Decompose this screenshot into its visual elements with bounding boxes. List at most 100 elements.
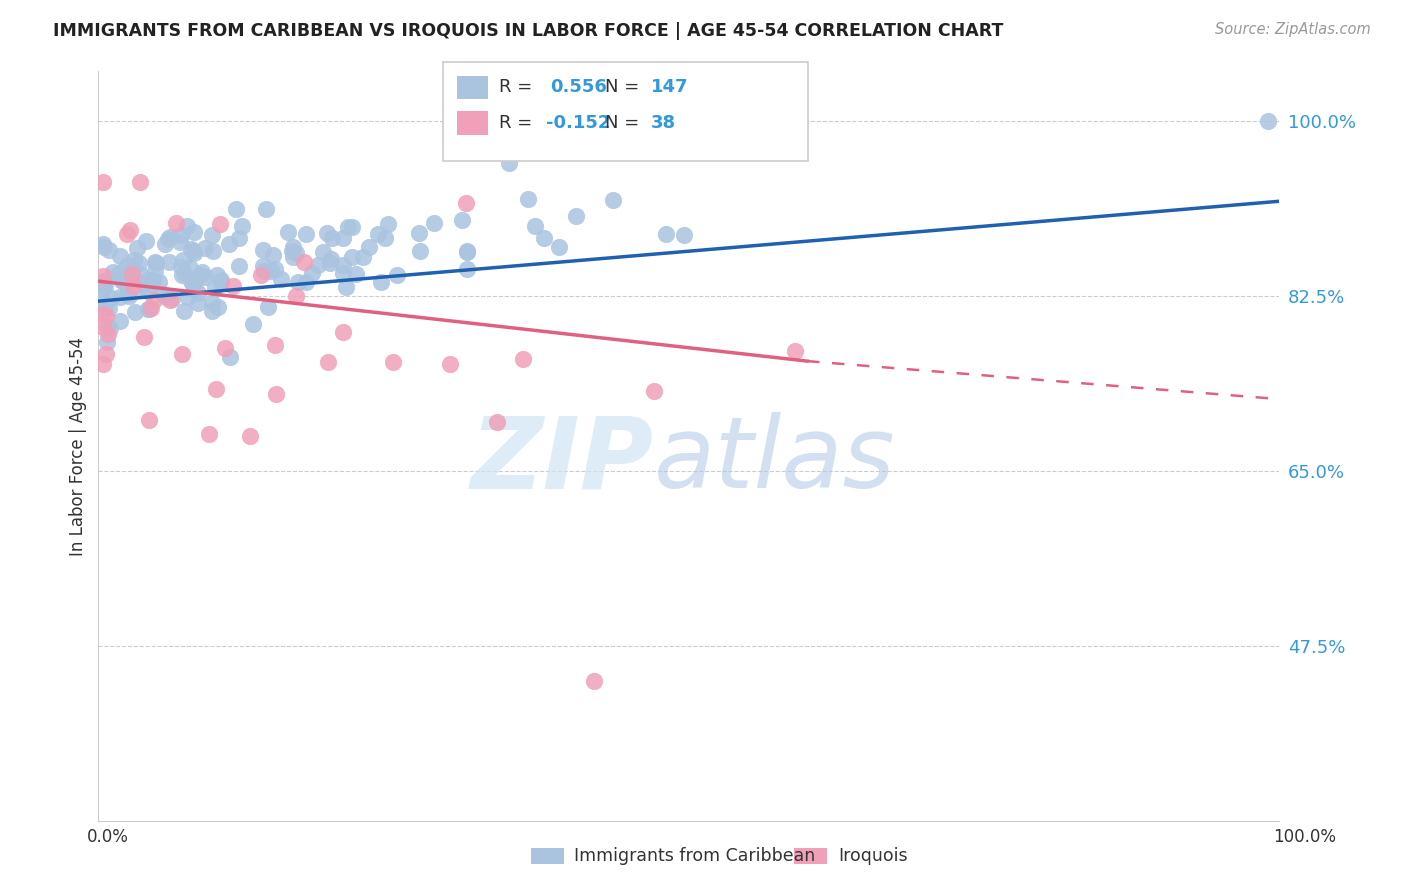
Point (204, 279, 226, 293)
Point (451, 213, 474, 227)
Point (110, 273, 132, 287)
Point (283, 250, 305, 264)
Point (253, 264, 276, 278)
Point (207, 301, 229, 315)
Text: 100.0%: 100.0% (1274, 828, 1336, 846)
Point (115, 287, 138, 301)
Point (643, 384, 665, 398)
Point (264, 387, 287, 401)
Point (152, 286, 174, 301)
Point (408, 226, 430, 240)
Point (602, 194, 624, 208)
Point (169, 235, 191, 250)
Point (228, 260, 250, 274)
Point (209, 275, 232, 289)
Point (344, 267, 367, 281)
Point (257, 300, 280, 314)
Point (108, 266, 131, 280)
Point (377, 217, 399, 231)
Point (352, 250, 374, 264)
Point (115, 278, 138, 293)
Point (159, 230, 181, 244)
Point (97, 301, 120, 316)
Point (128, 283, 150, 297)
Point (121, 267, 143, 281)
Point (160, 293, 183, 307)
Point (512, 351, 534, 366)
Point (533, 231, 555, 245)
Point (187, 286, 209, 301)
Point (524, 219, 547, 233)
Point (409, 244, 432, 258)
Point (208, 217, 231, 231)
Point (187, 296, 209, 310)
Point (748, 145, 770, 159)
Point (135, 234, 157, 248)
Point (91, 236, 114, 251)
Point (170, 260, 193, 274)
Point (583, 673, 606, 688)
Point (157, 232, 180, 246)
Point (108, 249, 131, 263)
Point (249, 268, 271, 283)
Point (485, 415, 508, 429)
Point (118, 289, 141, 303)
Point (1257, 114, 1279, 128)
Point (191, 265, 214, 279)
Point (270, 271, 292, 285)
Point (115, 265, 138, 279)
Point (128, 256, 150, 270)
Point (321, 231, 343, 245)
Point (91, 175, 114, 189)
Point (263, 338, 285, 352)
Point (228, 231, 250, 245)
Point (115, 258, 138, 272)
Point (287, 275, 309, 289)
Point (283, 240, 305, 254)
Point (277, 225, 299, 239)
Text: Iroquois: Iroquois (838, 847, 908, 865)
Point (94, 347, 117, 361)
Point (91, 319, 114, 334)
Point (165, 216, 187, 230)
Point (110, 290, 132, 304)
Point (422, 216, 444, 230)
Point (190, 268, 212, 282)
Point (155, 290, 177, 304)
Point (128, 267, 150, 281)
Point (456, 196, 478, 211)
Point (177, 291, 200, 305)
Point (673, 227, 696, 242)
Point (127, 242, 149, 256)
Text: 147: 147 (651, 78, 689, 96)
Point (260, 264, 283, 278)
Point (370, 275, 392, 289)
Point (498, 155, 520, 169)
Point (307, 258, 329, 272)
Point (142, 293, 165, 307)
Point (239, 429, 262, 443)
Point (382, 355, 405, 369)
Point (186, 270, 208, 285)
Point (312, 245, 335, 260)
Point (183, 245, 205, 260)
Point (262, 248, 284, 262)
Point (170, 228, 193, 243)
Point (332, 266, 354, 280)
Point (91, 269, 114, 284)
Point (94, 300, 117, 314)
Point (172, 253, 194, 268)
Point (225, 202, 247, 216)
Point (120, 223, 142, 237)
Point (252, 243, 274, 257)
Text: atlas: atlas (654, 412, 896, 509)
Point (122, 253, 145, 268)
Point (180, 275, 202, 289)
Point (143, 255, 166, 269)
Point (340, 220, 363, 235)
Text: ZIP: ZIP (471, 412, 654, 509)
Point (93, 274, 115, 288)
Point (201, 244, 224, 259)
Point (111, 274, 134, 288)
Point (91, 277, 114, 292)
